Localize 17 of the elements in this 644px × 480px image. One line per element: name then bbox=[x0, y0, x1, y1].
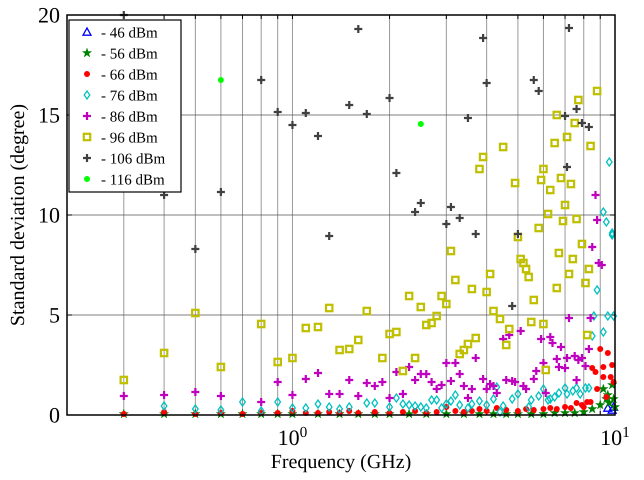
y-tick-label: 10 bbox=[38, 202, 60, 228]
y-tick-label: 15 bbox=[38, 102, 60, 128]
legend-label: - 66 dBm bbox=[101, 67, 158, 84]
legend-label: - 106 dBm bbox=[101, 151, 166, 168]
legend-label: - 116 dBm bbox=[101, 172, 165, 188]
y-tick-label: 20 bbox=[38, 2, 60, 28]
legend-label: - 76 dBm bbox=[101, 88, 158, 104]
y-tick-label: 0 bbox=[49, 402, 60, 428]
y-axis-title: Standard deviation (degree) bbox=[7, 104, 29, 326]
legend-label: - 46 dBm bbox=[101, 25, 158, 42]
legend-label: - 96 dBm bbox=[101, 130, 158, 146]
y-tick-label: 5 bbox=[49, 302, 60, 328]
x-tick-label: 10$^{1}$ bbox=[600, 424, 630, 450]
legend-label: - 86 dBm bbox=[101, 109, 158, 126]
legend-label: - 56 dBm bbox=[101, 46, 158, 62]
x-axis-title: Frequency (GHz) bbox=[270, 451, 412, 473]
x-tick-label: 10$^{0}$ bbox=[278, 424, 308, 450]
